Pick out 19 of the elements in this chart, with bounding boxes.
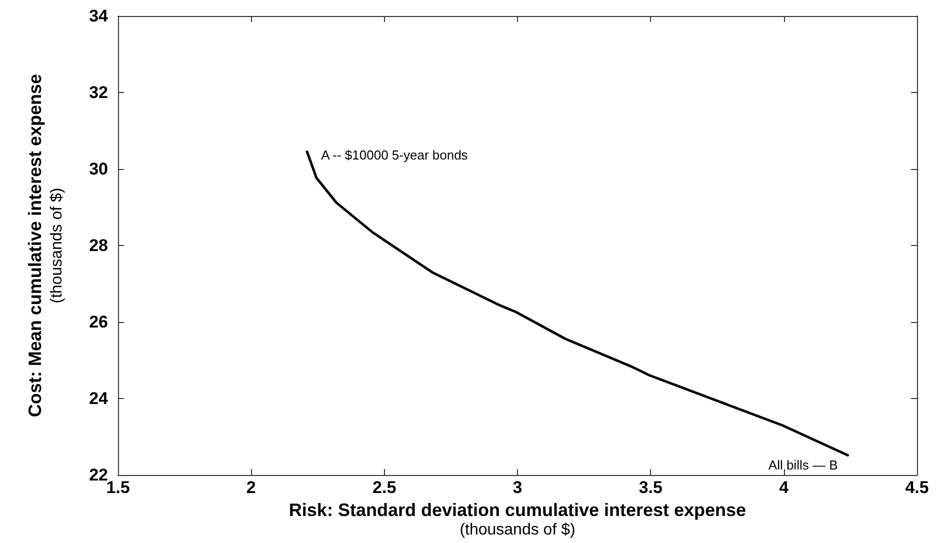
x-tick-label: 4 xyxy=(779,478,790,498)
y-tick-label: 24 xyxy=(89,389,109,408)
y-tick-label: 30 xyxy=(89,160,108,179)
x-axis-title: Risk: Standard deviation cumulative interest expense (thousands of $) xyxy=(288,500,746,538)
y-tick-label: 26 xyxy=(89,312,108,332)
x-tick-label: 2.5 xyxy=(372,478,396,498)
x-tick-label: 3.5 xyxy=(638,478,662,498)
annotation: A -- $10000 5-year bonds xyxy=(321,147,468,162)
line-series xyxy=(306,150,850,456)
y-tick-label: 34 xyxy=(89,6,109,26)
annotation: All bills — B xyxy=(768,458,838,473)
y-tick-label: 32 xyxy=(89,83,108,102)
x-tick-label: 2 xyxy=(246,478,256,498)
x-tick-label: 4.5 xyxy=(905,478,929,498)
y-tick-label: 22 xyxy=(89,466,108,485)
x-tick-label: 3 xyxy=(512,478,522,498)
y-tick-label: 28 xyxy=(89,236,108,256)
y-axis-title: Cost: Mean cumulative interest expense (thousands of $) xyxy=(25,74,66,418)
x-tick-label: 1.5 xyxy=(106,478,130,498)
